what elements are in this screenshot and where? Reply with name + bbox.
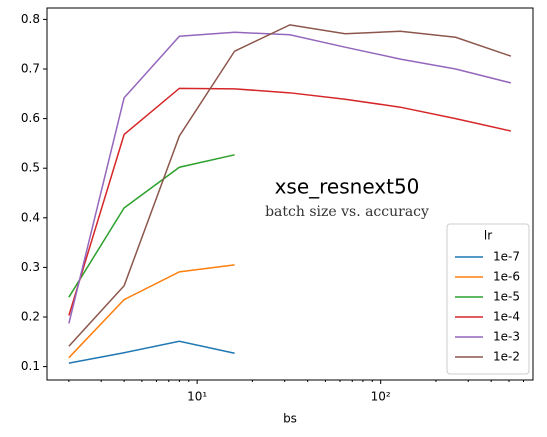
y-tick-label: 0.1 (21, 359, 40, 373)
line (68, 154, 235, 298)
legend-title: lr (484, 229, 492, 243)
line (68, 264, 235, 359)
chart-title: xse_resnext50 (275, 175, 420, 199)
legend-label: 1e-2 (493, 350, 520, 364)
legend-label: 1e-6 (493, 270, 520, 284)
y-tick-label: 0.5 (21, 161, 40, 175)
x-tick-label: 10¹ (187, 390, 207, 404)
line (68, 87, 512, 316)
y-tick-label: 0.6 (21, 111, 40, 125)
legend-label: 1e-5 (493, 290, 520, 304)
y-tick-label: 0.3 (21, 260, 40, 274)
legend-label: 1e-3 (493, 330, 520, 344)
y-tick-label: 0.7 (21, 62, 40, 76)
line (68, 340, 235, 364)
x-axis-label: bs (283, 412, 297, 426)
line (68, 24, 512, 347)
chart-subtitle: batch size vs. accuracy (265, 204, 429, 220)
plot-frame (46, 7, 534, 381)
line (68, 31, 512, 324)
legend-label: 1e-4 (493, 310, 520, 324)
y-tick-label: 0.8 (21, 12, 40, 26)
x-tick-label: 10² (371, 390, 391, 404)
y-tick-label: 0.4 (21, 210, 40, 224)
legend-label: 1e-7 (493, 250, 520, 264)
y-tick-label: 0.2 (21, 310, 40, 324)
